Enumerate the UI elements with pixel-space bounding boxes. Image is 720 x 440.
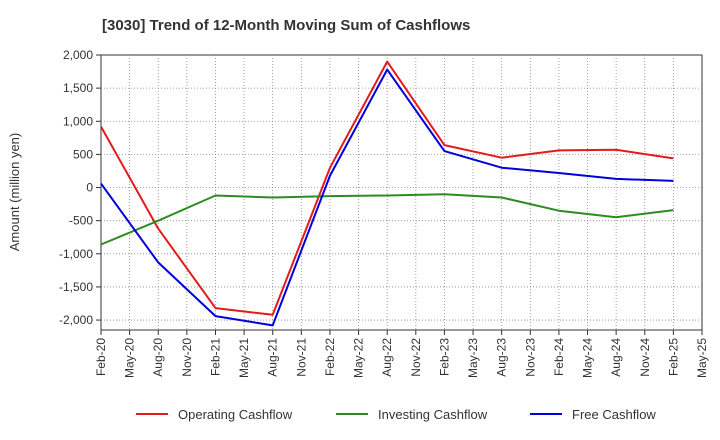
- x-axis-ticks: Feb-20 May-20 Aug-20 Nov-20 Feb-21 May-21 Aug-…: [94, 330, 709, 378]
- y-tick-label: 2,000: [63, 48, 93, 62]
- legend-label-investing-cashflow: Investing Cashflow: [378, 407, 488, 422]
- legend: Operating Cashflow Investing Cashflow Free…: [136, 407, 656, 422]
- legend-label-operating-cashflow: Operating Cashflow: [178, 407, 293, 422]
- x-tick-label: May-22: [352, 338, 366, 378]
- y-tick-label: -2,000: [59, 313, 93, 327]
- x-tick-label: Aug-24: [609, 338, 623, 377]
- plot-frame: [100, 54, 703, 331]
- grid-lines: [101, 55, 702, 330]
- legend-label-free-cashflow: Free Cashflow: [572, 407, 656, 422]
- x-tick-label: Feb-21: [208, 338, 222, 376]
- x-tick-label: Feb-24: [552, 338, 566, 376]
- x-tick-label: Aug-23: [495, 338, 509, 377]
- y-tick-label: -500: [69, 214, 93, 228]
- x-tick-label: Feb-20: [94, 338, 108, 376]
- x-tick-label: Feb-23: [437, 338, 451, 376]
- x-tick-label: Feb-22: [323, 338, 337, 376]
- x-tick-label: Nov-21: [294, 338, 308, 377]
- plot-area: [100, 54, 703, 331]
- y-tick-label: 500: [73, 147, 93, 161]
- x-tick-label: May-23: [466, 338, 480, 378]
- series-line-investing-cashflow: [100, 193, 674, 246]
- y-tick-label: -1,500: [59, 280, 93, 294]
- x-tick-label: Nov-23: [523, 338, 537, 377]
- x-tick-label: Aug-20: [151, 338, 165, 377]
- y-axis-title: Amount (million yen): [7, 133, 22, 252]
- x-tick-label: Nov-22: [409, 338, 423, 377]
- x-tick-label: May-25: [695, 338, 709, 378]
- y-tick-label: 1,000: [63, 114, 93, 128]
- y-tick-label: 1,500: [63, 81, 93, 95]
- x-tick-label: Nov-20: [180, 338, 194, 377]
- x-tick-label: May-21: [237, 338, 251, 378]
- chart-title: [3030] Trend of 12-Month Moving Sum of C…: [102, 17, 470, 34]
- x-tick-label: May-20: [123, 338, 137, 378]
- y-axis-ticks: 2,000 1,500 1,000 500 0 -500 -1,000 -1,500 -2,00…: [59, 48, 101, 327]
- y-tick-label: 0: [86, 181, 93, 195]
- x-tick-label: Aug-21: [266, 338, 280, 377]
- series-line-free-cashflow: [100, 68, 674, 327]
- x-tick-label: Nov-24: [638, 338, 652, 377]
- series-lines: [100, 60, 674, 327]
- x-tick-label: May-24: [581, 338, 595, 378]
- x-tick-label: Aug-22: [380, 338, 394, 377]
- series-line-operating-cashflow: [100, 60, 674, 316]
- x-tick-label: Feb-25: [666, 338, 680, 376]
- y-tick-label: -1,000: [59, 247, 93, 261]
